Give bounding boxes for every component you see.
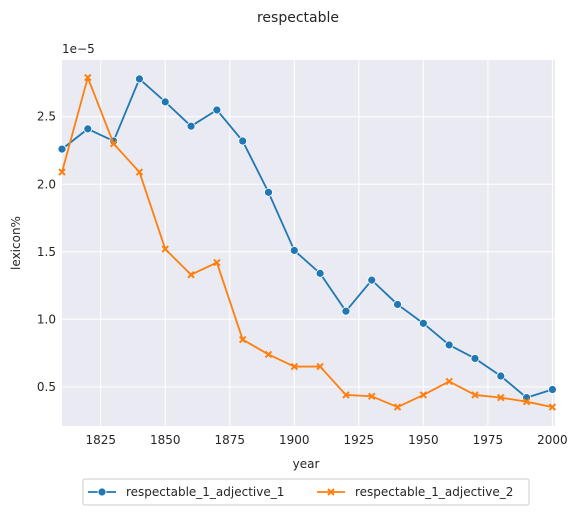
data-point-2	[393, 403, 402, 411]
data-point-1	[186, 121, 196, 131]
y-axis-title: lexicon%	[9, 216, 23, 270]
x-tick-label: 1825	[85, 433, 116, 447]
x-tick-label: 1975	[473, 433, 504, 447]
x-tick-label: 1875	[215, 433, 246, 447]
data-point-1	[548, 385, 557, 394]
data-point-1	[470, 354, 480, 363]
data-point-2	[522, 397, 531, 406]
y-tick-label: 1.0	[37, 312, 56, 326]
data-point-1	[83, 124, 93, 134]
data-point-1	[444, 340, 454, 350]
data-point-2	[58, 168, 66, 176]
data-point-2	[316, 362, 324, 371]
chart-title: respectable	[257, 10, 339, 26]
data-point-2	[238, 335, 247, 344]
data-point-2	[342, 391, 350, 399]
x-tick-label: 1850	[150, 433, 181, 447]
series-2	[58, 73, 557, 411]
data-point-1	[160, 97, 170, 107]
data-point-1	[393, 300, 402, 309]
y-tick-label: 2.5	[37, 110, 56, 124]
legend-label: respectable_1_adjective_1	[126, 485, 284, 499]
legend-swatch-marker	[327, 488, 335, 496]
data-point-2	[368, 392, 376, 400]
y-ticks: 0.5 1.0 1.5 2.0 2.5	[37, 110, 56, 394]
data-point-2	[445, 377, 453, 386]
data-point-2	[264, 350, 273, 359]
data-point-1	[212, 105, 222, 115]
series-line-2	[61, 76, 553, 408]
data-point-1	[238, 136, 248, 146]
legend-swatch-marker	[97, 487, 107, 497]
y-offset-label: 1e−5	[62, 42, 95, 56]
x-tick-label: 1900	[279, 433, 310, 447]
data-point-2	[290, 362, 299, 371]
legend: respectable_1_adjective_1 respectable_1_a…	[82, 478, 530, 506]
data-point-1	[264, 187, 273, 197]
data-point-2	[213, 258, 221, 267]
data-point-2	[187, 271, 195, 279]
data-point-1	[341, 306, 351, 316]
x-ticks: 1825 1850 1875 1900 1925 1950 1975 2000	[85, 433, 567, 447]
series-group	[57, 73, 557, 411]
data-point-1	[289, 246, 299, 255]
data-point-2	[497, 393, 505, 402]
data-point-2	[135, 168, 144, 176]
data-point-1	[367, 275, 377, 285]
data-point-1	[496, 371, 506, 381]
y-tick-label: 0.5	[37, 380, 56, 394]
x-tick-label: 2000	[537, 433, 568, 447]
y-tick-label: 1.5	[37, 245, 56, 259]
data-point-1	[57, 144, 67, 154]
data-point-1	[135, 74, 144, 84]
legend-item-1: respectable_1_adjective_1	[88, 485, 284, 499]
series-line-1	[61, 78, 553, 399]
plot-area	[62, 60, 555, 426]
data-point-2	[548, 403, 557, 411]
data-point-2	[471, 391, 479, 399]
x-tick-label: 1925	[344, 433, 375, 447]
data-point-2	[84, 73, 92, 82]
data-point-2	[161, 245, 169, 253]
x-axis-title: year	[293, 457, 320, 471]
legend-box	[82, 478, 530, 506]
y-tick-label: 2.0	[37, 177, 56, 191]
legend-item-2: respectable_1_adjective_2	[317, 485, 513, 499]
data-point-1	[315, 268, 325, 278]
data-point-2	[109, 140, 118, 148]
legend-label: respectable_1_adjective_2	[355, 485, 513, 499]
data-point-1	[418, 318, 428, 328]
data-point-2	[419, 391, 428, 399]
x-tick-label: 1950	[408, 433, 439, 447]
